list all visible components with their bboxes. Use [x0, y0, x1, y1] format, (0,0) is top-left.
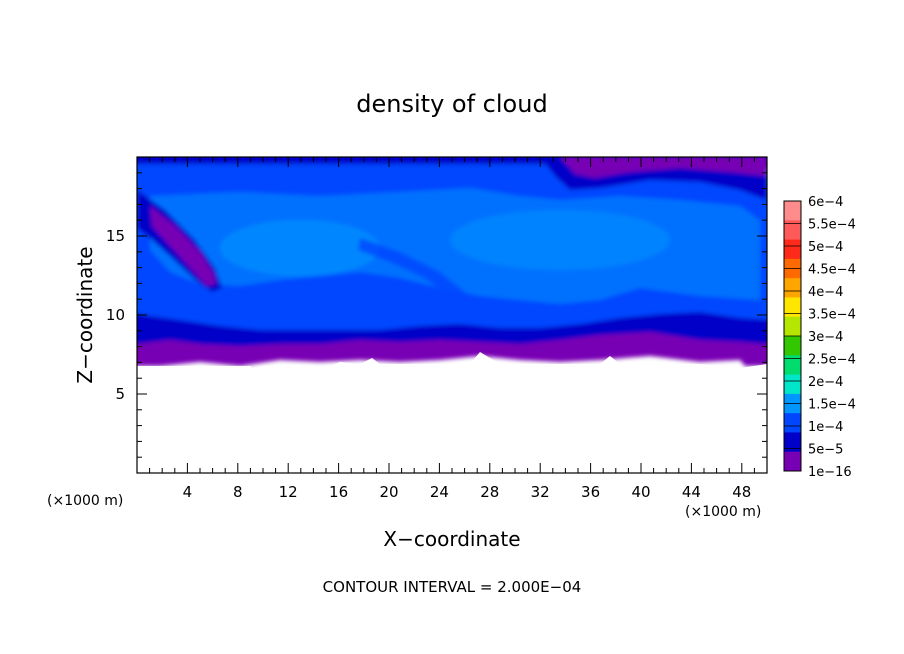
colorbar-label: 1e−16 — [808, 465, 852, 480]
x-tick-label: 36 — [581, 483, 600, 501]
x-tick-label: 12 — [279, 483, 298, 501]
colorbar-label: 2.5e−4 — [808, 353, 856, 368]
colorbar — [783, 200, 802, 472]
y-tick-label: 5 — [115, 385, 125, 403]
colorbar-label: 2e−4 — [808, 375, 843, 390]
y-tick-label: 10 — [106, 306, 125, 324]
x-tick-label: 24 — [430, 483, 449, 501]
x-tick-label: 40 — [631, 483, 650, 501]
chart-title: density of cloud — [356, 90, 547, 118]
x-tick-label: 44 — [682, 483, 701, 501]
z-unit-label: (×1000 m) — [47, 493, 123, 509]
colorbar-label: 3.5e−4 — [808, 308, 856, 323]
x-tick-label: 28 — [480, 483, 499, 501]
x-tick-label: 20 — [379, 483, 398, 501]
x-axis-label: X−coordinate — [383, 527, 520, 551]
x-tick-label: 48 — [732, 483, 751, 501]
y-axis-tick-labels: 5 10 15 — [106, 227, 125, 403]
colorbar-swatch — [784, 239, 801, 260]
colorbar-swatch — [784, 316, 801, 337]
colorbar-swatch — [784, 220, 801, 241]
colorbar-label: 5e−4 — [808, 240, 843, 255]
x-tick-label: 4 — [183, 483, 193, 501]
cloud-core-2 — [450, 210, 670, 270]
colorbar-swatch — [784, 336, 801, 356]
y-tick-label: 15 — [106, 227, 125, 245]
x-tick-label: 16 — [329, 483, 348, 501]
colorbar-swatch — [784, 278, 801, 298]
colorbar-swatch — [784, 451, 801, 472]
colorbar-swatch — [784, 374, 801, 395]
colorbar-label: 6e−4 — [808, 195, 843, 210]
colorbar-swatch — [784, 297, 801, 318]
colorbar-label: 1.5e−4 — [808, 398, 856, 413]
y-axis-label: Z−coordinate — [73, 246, 97, 383]
colorbar-labels: 6e−4 5.5e−4 5e−4 4.5e−4 4e−4 3.5e−4 3e−4 2.5e−4… — [808, 195, 856, 480]
colorbar-label: 4e−4 — [808, 285, 843, 300]
colorbar-label: 3e−4 — [808, 330, 843, 345]
colorbar-swatch — [784, 432, 801, 453]
clear-region — [137, 352, 767, 473]
colorbar-label: 5e−5 — [808, 443, 843, 458]
trough-feature — [358, 238, 490, 322]
x-axis-tick-labels: 4 8 12 16 20 24 28 32 36 40 44 48 — [183, 483, 752, 501]
y-axis-ticks — [137, 172, 767, 458]
x-unit-label: (×1000 m) — [685, 504, 761, 520]
contour-interval-note: CONTOUR INTERVAL = 2.000E−04 — [323, 578, 582, 596]
cloud-plume-core — [150, 206, 216, 286]
colorbar-swatch — [784, 201, 801, 221]
colorbar-label: 4.5e−4 — [808, 263, 856, 278]
x-axis-ticks — [149, 157, 755, 473]
plot-area — [137, 157, 767, 473]
cloud-core-1 — [220, 220, 380, 276]
colorbar-label: 5.5e−4 — [808, 218, 856, 233]
x-tick-label: 8 — [233, 483, 243, 501]
density-field — [137, 157, 767, 366]
colorbar-swatch — [784, 413, 801, 433]
upper-right-purple — [560, 157, 767, 178]
colorbar-label: 1e−4 — [808, 420, 843, 435]
x-tick-label: 32 — [531, 483, 550, 501]
colorbar-swatch — [784, 355, 801, 376]
